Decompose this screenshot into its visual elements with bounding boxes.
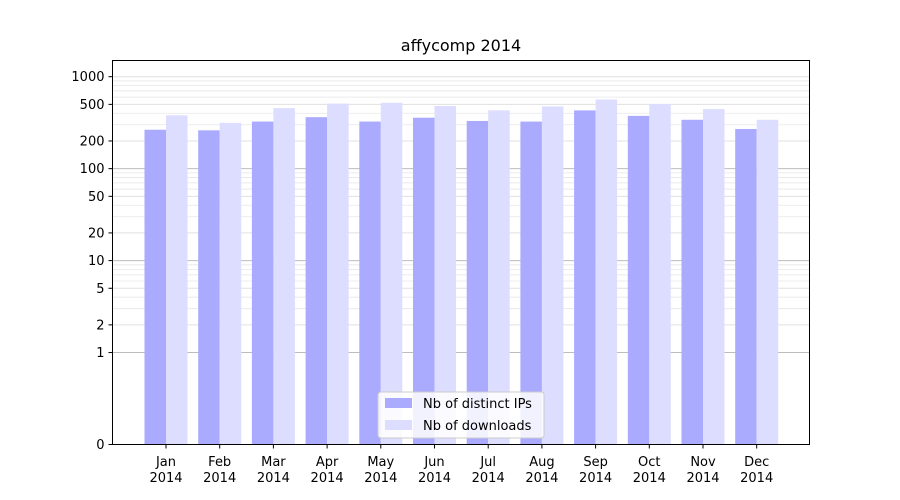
x-tick-label-month: Aug: [529, 455, 554, 470]
x-tick-label-year: 2014: [686, 471, 719, 486]
x-tick-label-month: Jul: [479, 455, 496, 470]
x-tick-label-month: Dec: [744, 455, 769, 470]
y-tick-label: 50: [88, 190, 105, 205]
x-tick-label-year: 2014: [740, 471, 773, 486]
bar-downloads: [380, 102, 403, 445]
x-tick-label-month: Mar: [261, 455, 286, 470]
y-tick-label: 10: [88, 254, 105, 269]
bar-distinct-ips: [305, 117, 328, 445]
legend-label-distinct-ips: Nb of distinct IPs: [423, 397, 532, 412]
bar-downloads: [649, 103, 671, 445]
legend-swatch-distinct-ips: [385, 398, 412, 408]
bar-distinct-ips: [681, 119, 703, 445]
y-tick-label: 1000: [71, 70, 104, 85]
bar-distinct-ips: [574, 110, 596, 445]
chart-title: affycomp 2014: [401, 36, 521, 55]
x-tick-label-month: Nov: [690, 455, 716, 470]
bar-distinct-ips: [413, 117, 435, 445]
bar-downloads: [488, 110, 510, 445]
bar-downloads: [756, 119, 779, 445]
bar-distinct-ips: [520, 121, 542, 445]
x-tick-label-month: Apr: [316, 455, 339, 470]
bar-downloads: [219, 122, 242, 445]
bar-distinct-ips: [144, 129, 166, 445]
y-tick-label: 500: [80, 98, 105, 113]
bar-distinct-ips: [359, 121, 381, 445]
x-tick-label-month: Feb: [208, 455, 231, 470]
x-tick-label-year: 2014: [364, 471, 397, 486]
bar-downloads: [541, 106, 564, 445]
x-tick-label-year: 2014: [525, 471, 558, 486]
legend-box: [377, 391, 545, 439]
legend-label-downloads: Nb of downloads: [423, 419, 532, 434]
x-tick-label-year: 2014: [203, 471, 236, 486]
x-tick-label-month: May: [367, 455, 394, 470]
legend-swatch-downloads: [385, 420, 412, 430]
x-tick-label-year: 2014: [311, 471, 344, 486]
y-axis: 0 1 2 5 10 20 50 100 200 500 1000: [71, 70, 113, 453]
bar-distinct-ips: [735, 128, 757, 445]
y-tick-label: 5: [96, 282, 104, 297]
x-tick-label-year: 2014: [257, 471, 290, 486]
x-tick-label-month: Jan: [155, 455, 176, 470]
x-axis: Jan2014Feb2014Mar2014Apr2014May2014Jun20…: [149, 444, 773, 486]
bar-downloads: [703, 109, 725, 445]
bar-downloads: [166, 115, 188, 445]
y-tick-label: 20: [88, 226, 105, 241]
x-tick-label-year: 2014: [418, 471, 451, 486]
y-tick-label: 0: [96, 438, 104, 453]
y-tick-label: 2: [96, 318, 104, 333]
bar-downloads: [595, 99, 618, 445]
x-tick-label-month: Oct: [638, 455, 660, 470]
y-tick-label: 100: [80, 162, 105, 177]
x-tick-label-year: 2014: [579, 471, 612, 486]
bar-downloads: [327, 103, 349, 445]
legend: Nb of distinct IPs Nb of downloads: [377, 391, 545, 439]
plot-frame: [112, 60, 810, 445]
x-tick-label-year: 2014: [472, 471, 505, 486]
x-tick-label-year: 2014: [633, 471, 666, 486]
bar-distinct-ips: [627, 115, 650, 445]
bar-distinct-ips: [198, 130, 220, 445]
bars: [144, 99, 779, 445]
x-tick-label-year: 2014: [149, 471, 182, 486]
bar-downloads: [273, 108, 295, 445]
x-tick-label-month: Sep: [583, 455, 608, 470]
bar-downloads: [434, 106, 456, 445]
bar-distinct-ips: [251, 121, 274, 445]
bar-distinct-ips: [466, 120, 489, 445]
y-tick-label: 200: [80, 134, 105, 149]
y-tick-label: 1: [96, 346, 104, 361]
x-tick-label-month: Jun: [423, 455, 444, 470]
